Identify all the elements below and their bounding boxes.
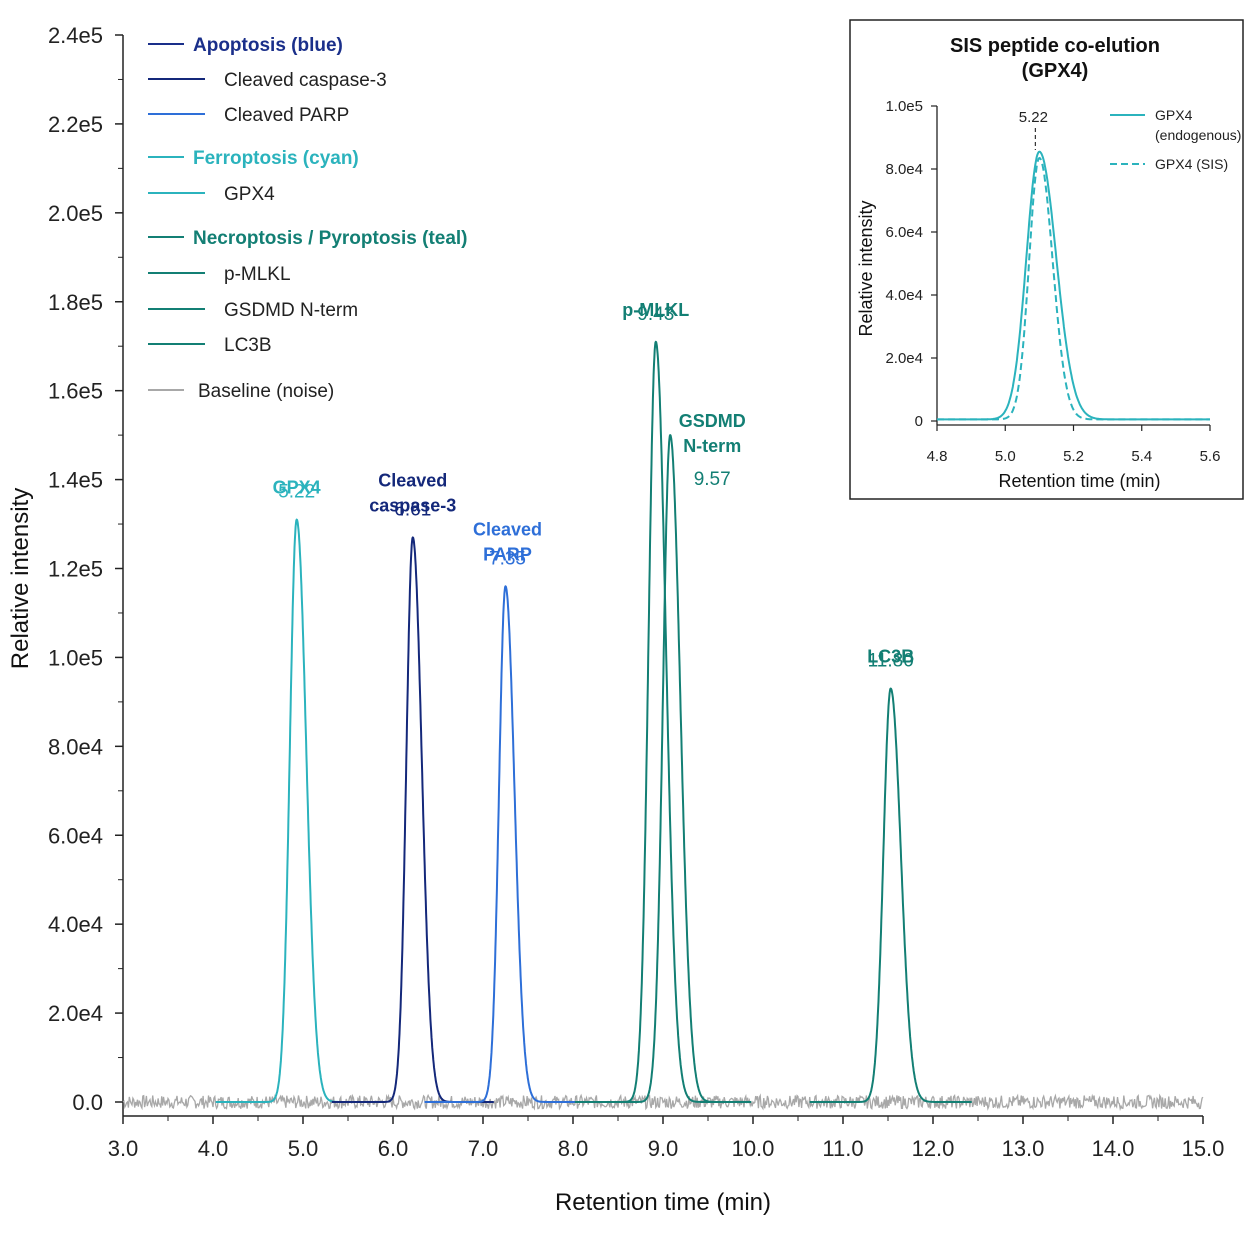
inset-y-tick-label: 1.0e5 bbox=[885, 98, 923, 115]
inset-axes: SIS peptide co-elution (GPX4) 4.8 5.0 5.2 5.4… bbox=[856, 35, 1220, 491]
series-cleaved-parp bbox=[423, 585, 588, 1103]
inset-y-axis-title: Relative intensity bbox=[856, 200, 876, 336]
x-axis-title: Retention time (min) bbox=[555, 1189, 771, 1216]
inset-x-tick-label: 5.2 bbox=[1063, 448, 1084, 465]
inset-y-tick-label: 4.0e4 bbox=[885, 287, 923, 304]
inset-series-group: 5.22 bbox=[937, 109, 1210, 421]
peak-rt-lc3b: 11.80 bbox=[868, 651, 914, 672]
inset-x-axis-title: Retention time (min) bbox=[998, 471, 1160, 491]
inset-y-tick-label: 0 bbox=[915, 413, 923, 430]
legend-label-gpx4: GPX4 bbox=[224, 184, 275, 205]
y-tick-label: 0.0 bbox=[72, 1090, 103, 1115]
x-tick-label: 4.0 bbox=[198, 1136, 229, 1161]
y-tick-label: 2.4e5 bbox=[48, 23, 103, 48]
legend-label-lc3b: LC3B bbox=[224, 335, 272, 356]
legend-label-cleaved-caspase-3: Cleaved caspase-3 bbox=[224, 70, 387, 91]
inset-legend-label-sis: GPX4 (SIS) bbox=[1155, 156, 1228, 172]
inset-title: SIS peptide co-elution (GPX4) bbox=[950, 35, 1160, 82]
x-tick-label: 7.0 bbox=[468, 1136, 499, 1161]
inset-chart: SIS peptide co-elution (GPX4) 4.8 5.0 5.2 5.4… bbox=[849, 19, 1244, 500]
x-tick-label: 15.0 bbox=[1182, 1136, 1225, 1161]
main-series-group bbox=[122, 340, 1204, 1112]
y-tick-label: 2.0e4 bbox=[48, 1001, 103, 1026]
peak-rt-gsdmd-n-term: 9.57 bbox=[694, 469, 731, 490]
series-gsdmd-n-term bbox=[588, 434, 752, 1103]
x-tick-label: 13.0 bbox=[1002, 1136, 1045, 1161]
peak-rt-cleaved-caspase-3: 6.61 bbox=[394, 499, 431, 520]
y-axis-title: Relative intensity bbox=[7, 488, 34, 669]
x-tick-label: 8.0 bbox=[558, 1136, 589, 1161]
legend-label-baseline-noise: Baseline (noise) bbox=[198, 381, 334, 402]
inset-y-tick-label: 8.0e4 bbox=[885, 161, 923, 178]
series-gpx4 bbox=[215, 518, 379, 1103]
peak-label-cleaved-caspase-3: Cleaved caspase-3 bbox=[369, 470, 456, 515]
x-tick-label: 3.0 bbox=[108, 1136, 139, 1161]
peak-rt-cleaved-parp: 7.35 bbox=[489, 548, 526, 569]
x-tick-label: 6.0 bbox=[378, 1136, 409, 1161]
inset-frame bbox=[849, 19, 1244, 500]
x-tick-label: 10.0 bbox=[732, 1136, 775, 1161]
legend-label-cleaved-parp: Cleaved PARP bbox=[224, 105, 349, 126]
series-lc3b bbox=[809, 687, 973, 1103]
peak-label-gsdmd-n-term: GSDMD N-term bbox=[679, 411, 746, 456]
peak-label-cleaved-parp: Cleaved PARP bbox=[473, 519, 542, 564]
inset-x-tick-label: 5.4 bbox=[1131, 448, 1152, 465]
peak-rt-gpx4: 5.22 bbox=[278, 482, 315, 503]
inset-x-tick-label: 4.8 bbox=[927, 448, 948, 465]
y-tick-label: 1.4e5 bbox=[48, 468, 103, 493]
series-baseline-noise bbox=[122, 1093, 1204, 1112]
main-axes: 3.0 4.0 5.0 6.0 7.0 8.0 9.0 10.0 11.0 12.0 13.0 14.… bbox=[7, 23, 1224, 1216]
inset-apex-label: 5.22 bbox=[1019, 109, 1048, 126]
y-tick-label: 2.2e5 bbox=[48, 112, 103, 137]
inset-legend-label-endogenous: GPX4 (endogenous) bbox=[1155, 107, 1241, 143]
main-chromatogram: 3.0 4.0 5.0 6.0 7.0 8.0 9.0 10.0 11.0 12.0 13.0 14.… bbox=[7, 23, 1224, 1216]
x-tick-label: 12.0 bbox=[912, 1136, 955, 1161]
legend-label-p-mlkl: p-MLKL bbox=[224, 264, 291, 285]
legend-label-necroptosis-pyroptosis-teal: Necroptosis / Pyroptosis (teal) bbox=[193, 228, 468, 249]
y-tick-label: 1.2e5 bbox=[48, 557, 103, 582]
x-tick-label: 11.0 bbox=[822, 1136, 863, 1161]
y-tick-label: 4.0e4 bbox=[48, 912, 103, 937]
y-tick-label: 1.0e5 bbox=[48, 645, 103, 670]
inset-series-gpx4-sis bbox=[937, 156, 1210, 421]
x-tick-label: 14.0 bbox=[1092, 1136, 1135, 1161]
peak-label-gpx4: GPX4 bbox=[273, 478, 321, 498]
y-tick-label: 8.0e4 bbox=[48, 734, 103, 759]
inset-y-tick-label: 6.0e4 bbox=[885, 224, 923, 241]
peak-label-lc3b: LC3B bbox=[867, 647, 914, 667]
inset-x-tick-label: 5.6 bbox=[1200, 448, 1221, 465]
legend-label-ferroptosis-cyan: Ferroptosis (cyan) bbox=[193, 148, 359, 169]
y-tick-label: 6.0e4 bbox=[48, 823, 103, 848]
inset-y-tick-label: 2.0e4 bbox=[885, 350, 923, 367]
series-cleaved-caspase-3 bbox=[331, 536, 495, 1103]
legend-label-gsdmd-n-term: GSDMD N-term bbox=[224, 300, 358, 321]
peak-rt-p-mlkl: 9.43 bbox=[637, 304, 674, 325]
peak-label-p-mlkl: p-MLKL bbox=[622, 300, 689, 320]
x-tick-label: 9.0 bbox=[648, 1136, 679, 1161]
inset-x-tick-label: 5.0 bbox=[995, 448, 1016, 465]
y-tick-label: 1.6e5 bbox=[48, 379, 103, 404]
inset-legend: GPX4 (endogenous) GPX4 (SIS) bbox=[1110, 107, 1241, 172]
y-tick-label: 1.8e5 bbox=[48, 290, 103, 315]
main-legend: Apoptosis (blue) Cleaved caspase-3 Cleaved… bbox=[148, 35, 468, 402]
y-tick-label: 2.0e5 bbox=[48, 201, 103, 226]
legend-label-apoptosis-blue: Apoptosis (blue) bbox=[193, 35, 343, 56]
x-tick-label: 5.0 bbox=[288, 1136, 319, 1161]
